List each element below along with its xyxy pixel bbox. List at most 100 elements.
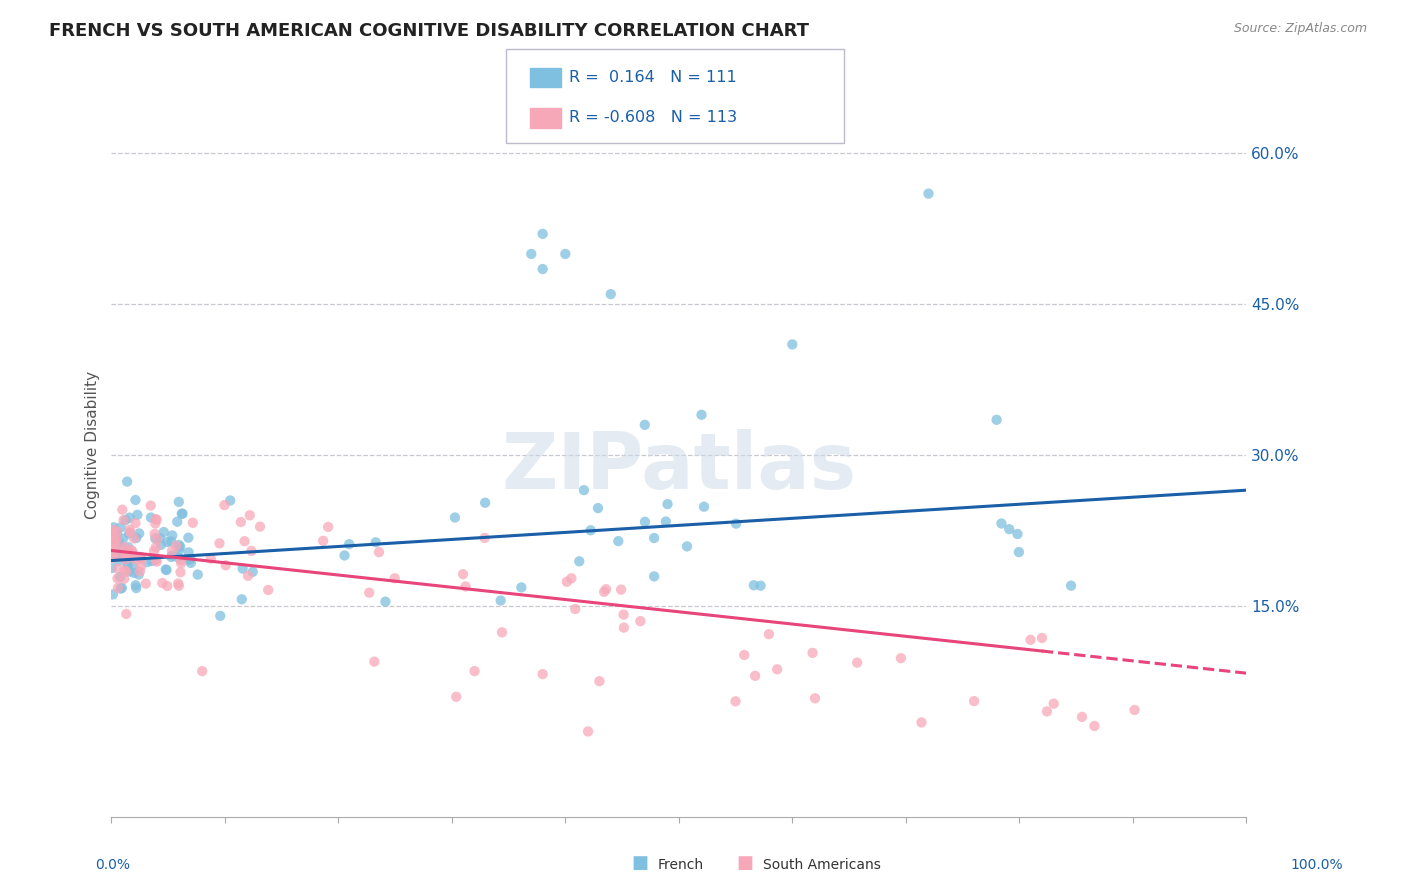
Point	[167, 543, 190, 558]
Point	[118, 547, 141, 561]
Point	[108, 547, 131, 561]
Point	[111, 541, 134, 555]
Point	[120, 548, 142, 562]
Point	[103, 547, 125, 561]
Point	[146, 533, 169, 547]
Point	[316, 520, 339, 534]
Point	[160, 549, 183, 563]
Point	[167, 550, 190, 565]
Point	[593, 584, 616, 599]
Point	[628, 614, 651, 628]
Point	[105, 532, 128, 546]
Point	[155, 562, 177, 576]
Point	[124, 552, 146, 566]
Y-axis label: Cognitive Disability: Cognitive Disability	[86, 371, 100, 519]
Text: South Americans: South Americans	[763, 858, 882, 872]
Point	[560, 571, 582, 585]
Point	[143, 516, 166, 531]
Point	[179, 552, 201, 566]
Point	[187, 567, 209, 582]
Point	[108, 549, 131, 564]
Text: ZIPatlas: ZIPatlas	[502, 429, 856, 505]
Point	[451, 567, 474, 582]
Point	[444, 690, 467, 704]
Point	[128, 526, 150, 541]
Point	[474, 531, 496, 545]
Point	[215, 558, 238, 573]
Point	[125, 578, 148, 592]
Point	[103, 531, 125, 545]
Point	[152, 524, 174, 539]
Point	[135, 576, 157, 591]
Point	[121, 544, 143, 558]
Point	[127, 508, 149, 522]
Point	[114, 552, 136, 566]
Point	[572, 483, 595, 498]
Point	[229, 515, 252, 529]
Point	[156, 579, 179, 593]
Point	[124, 516, 146, 531]
Point	[576, 724, 599, 739]
Point	[112, 513, 135, 527]
Point	[169, 540, 191, 554]
Point	[1071, 710, 1094, 724]
Point	[128, 567, 150, 582]
Point	[368, 545, 391, 559]
Point	[239, 508, 262, 523]
Point	[143, 552, 166, 566]
Point	[359, 585, 381, 599]
Point	[115, 565, 138, 579]
Point	[801, 646, 824, 660]
Point	[1007, 527, 1029, 541]
Point	[120, 525, 142, 540]
Point	[160, 544, 183, 558]
Point	[125, 531, 148, 545]
Text: French: French	[658, 858, 704, 872]
Point	[312, 533, 335, 548]
Point	[103, 545, 125, 559]
Point	[112, 532, 135, 546]
Point	[363, 655, 385, 669]
Point	[232, 561, 254, 575]
Point	[725, 516, 748, 531]
Point	[474, 496, 496, 510]
Point	[555, 574, 578, 589]
Point	[117, 541, 139, 555]
Point	[145, 513, 167, 527]
Point	[444, 510, 467, 524]
Point	[118, 553, 141, 567]
Point	[208, 536, 231, 550]
Point	[489, 593, 512, 607]
Point	[337, 537, 360, 551]
Point	[1042, 697, 1064, 711]
Point	[111, 581, 134, 595]
Point	[242, 565, 264, 579]
Point	[177, 531, 200, 545]
Point	[107, 581, 129, 595]
Point	[657, 497, 679, 511]
Point	[104, 524, 127, 539]
Point	[124, 493, 146, 508]
Point	[107, 554, 129, 568]
Point	[101, 525, 124, 540]
Point	[890, 651, 912, 665]
Point	[249, 519, 271, 533]
Point	[136, 555, 159, 569]
Text: FRENCH VS SOUTH AMERICAN COGNITIVE DISABILITY CORRELATION CHART: FRENCH VS SOUTH AMERICAN COGNITIVE DISAB…	[49, 22, 810, 40]
Point	[744, 669, 766, 683]
Point	[117, 558, 139, 573]
Text: ■: ■	[737, 855, 754, 872]
Point	[564, 602, 586, 616]
Point	[655, 515, 678, 529]
Point	[118, 510, 141, 524]
Point	[160, 534, 183, 549]
Point	[333, 549, 356, 563]
Point	[149, 531, 172, 545]
Point	[100, 561, 122, 575]
Point	[115, 607, 138, 621]
Point	[170, 507, 193, 521]
Text: Source: ZipAtlas.com: Source: ZipAtlas.com	[1233, 22, 1367, 36]
Point	[145, 540, 167, 554]
Point	[122, 566, 145, 580]
Point	[613, 607, 636, 622]
